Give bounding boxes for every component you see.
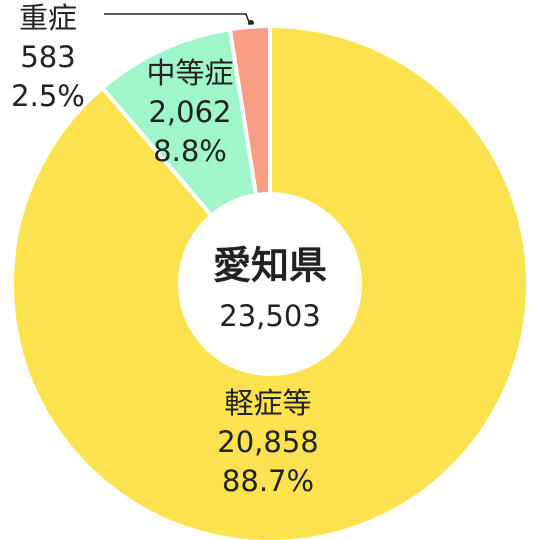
value-label: 2,062 xyxy=(148,95,231,129)
center-title: 愛知県 xyxy=(213,244,327,288)
percent-label: 88.7% xyxy=(222,464,314,498)
wedge xyxy=(10,24,530,540)
percent-label: 2.5% xyxy=(11,79,85,113)
category-label: 軽症等 xyxy=(224,386,311,420)
category-label: 重症 xyxy=(19,1,77,35)
center-total: 23,503 xyxy=(219,299,320,333)
value-label: 20,858 xyxy=(217,425,318,459)
donut-hole xyxy=(178,192,362,376)
category-label: 中等症 xyxy=(146,56,233,90)
value-label: 583 xyxy=(20,40,75,74)
leader-line xyxy=(104,13,250,23)
percent-label: 8.8% xyxy=(153,134,227,168)
leader-dot xyxy=(248,20,254,26)
